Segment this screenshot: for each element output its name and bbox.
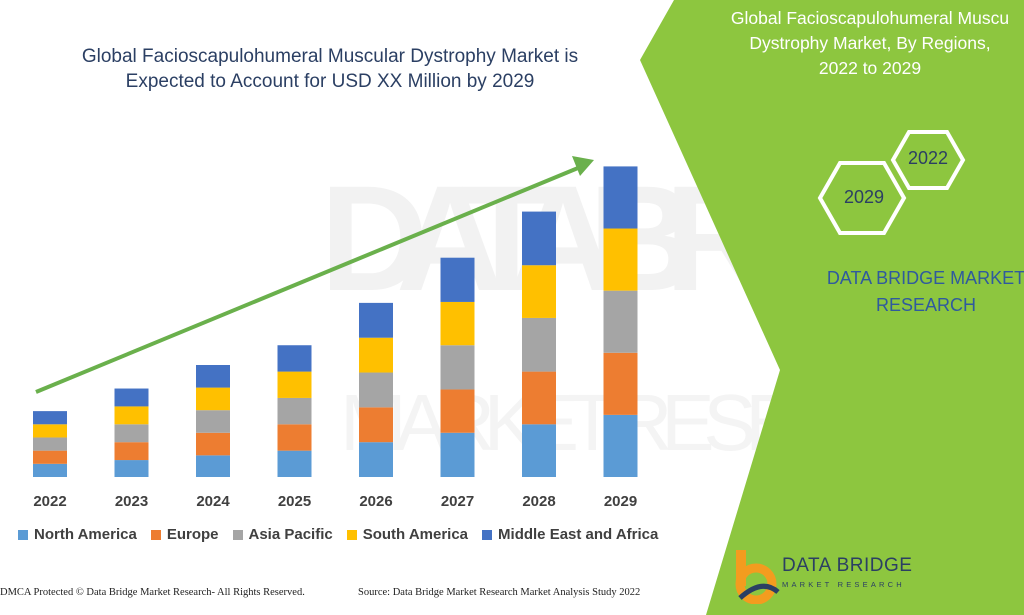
bar-segment-2029-1: [603, 352, 638, 415]
bar-segment-2023-3: [114, 406, 149, 425]
side-title: Global Facioscapulohumeral Muscu Dystrop…: [730, 8, 1010, 78]
x-tick-label: 2028: [522, 493, 555, 510]
bar-segment-2029-0: [603, 414, 638, 477]
hexagon-2029: [817, 161, 907, 235]
logo-icon: [735, 550, 780, 604]
bar-segment-2023-2: [114, 424, 149, 443]
legend-label: South America: [362, 526, 469, 543]
legend-label: Asia Pacific: [248, 526, 333, 543]
bar-segment-2025-1: [277, 424, 312, 451]
bar-segment-2023-1: [114, 442, 149, 461]
bar-segment-2026-3: [359, 337, 393, 373]
bar-segment-2025-4: [277, 345, 312, 372]
bar-segment-2027-0: [440, 432, 475, 477]
x-tick-label: 2025: [278, 493, 311, 510]
bar-segment-2029-3: [603, 228, 638, 291]
bar-segment-2024-4: [196, 365, 230, 388]
stacked-bar-chart: 2022 2023 2024 2025 2026 2027 2028 2029: [33, 156, 638, 510]
bar-segment-2027-3: [440, 301, 475, 346]
bar-segment-2022-1: [33, 450, 67, 464]
legend-label: Middle East and Africa: [498, 526, 659, 543]
bar-segment-2027-4: [440, 257, 475, 302]
bar-segment-2024-3: [196, 387, 230, 411]
bar-segment-2022-4: [33, 411, 67, 425]
logo-subtitle: MARKET RESEARCH: [782, 580, 905, 589]
bar-segment-2028-3: [522, 265, 556, 318]
logo-name: DATA BRIDGE: [782, 555, 913, 576]
bar-segment-2023-4: [114, 388, 149, 407]
bar-segment-2022-3: [33, 424, 67, 438]
chart-legend: North America Europe Asia Pacific South Ame…: [18, 526, 658, 543]
bar-segment-2026-2: [359, 372, 393, 408]
bar-segment-2028-4: [522, 211, 556, 266]
legend-item: Europe: [150, 526, 219, 543]
x-tick-label: 2027: [441, 493, 474, 510]
footer-source: Source: Data Bridge Market Research Mark…: [358, 587, 641, 598]
bar-segment-2028-2: [522, 317, 556, 372]
bar-segment-2024-2: [196, 410, 230, 433]
bar-segment-2024-0: [196, 455, 230, 477]
hexagon-label-2029: 2029: [843, 187, 885, 207]
bar-segment-2028-0: [522, 424, 556, 477]
legend-swatch: [18, 529, 28, 540]
bar-segment-2025-3: [277, 371, 312, 398]
bar-segment-2025-0: [277, 450, 312, 477]
legend-swatch: [346, 529, 357, 540]
trend-arrow: [35, 156, 594, 394]
bar-segment-2023-0: [114, 460, 149, 477]
bars-group: [33, 166, 638, 477]
legend-item: Middle East and Africa: [482, 526, 658, 543]
bar-segment-2028-1: [522, 371, 556, 425]
x-tick-label: 2023: [115, 493, 148, 510]
bar-segment-2027-2: [440, 345, 475, 390]
hexagon-label-2022: 2022: [907, 148, 949, 168]
side-brand-text: DATA BRIDGE MARKET RESEARCH: [826, 268, 1024, 315]
x-tick-label: 2022: [33, 493, 66, 510]
x-tick-label: 2026: [359, 493, 392, 510]
legend-label: North America: [34, 526, 137, 543]
legend-item: South America: [346, 526, 469, 543]
bar-segment-2024-1: [196, 432, 230, 456]
bar-segment-2022-2: [33, 437, 67, 451]
x-tick-labels: 2022 2023 2024 2025 2026 2027 2028 2029: [33, 493, 637, 510]
trend-arrow-head: [572, 156, 594, 176]
bar-segment-2029-4: [603, 166, 638, 229]
bar-segment-2026-1: [359, 407, 393, 443]
legend-swatch: [150, 529, 161, 540]
bar-segment-2026-4: [359, 302, 393, 338]
footer-copyright: DMCA Protected © Data Bridge Market Rese…: [0, 587, 305, 598]
x-tick-label: 2024: [196, 493, 230, 510]
legend-label: Europe: [166, 526, 219, 543]
legend-item: North America: [18, 526, 137, 543]
bar-segment-2026-0: [359, 442, 393, 477]
legend-swatch: [232, 529, 243, 540]
legend-item: Asia Pacific: [232, 526, 333, 543]
trend-arrow-line: [35, 166, 579, 394]
x-tick-label: 2029: [604, 493, 637, 510]
bar-segment-2029-2: [603, 290, 638, 353]
bar-segment-2027-1: [440, 389, 475, 433]
chart-title: Global Facioscapulohumeral Muscular Dyst…: [81, 46, 579, 92]
bar-segment-2025-2: [277, 397, 312, 425]
hexagon-2022: [890, 130, 966, 190]
legend-swatch: [482, 529, 493, 540]
bar-segment-2022-0: [33, 463, 67, 477]
